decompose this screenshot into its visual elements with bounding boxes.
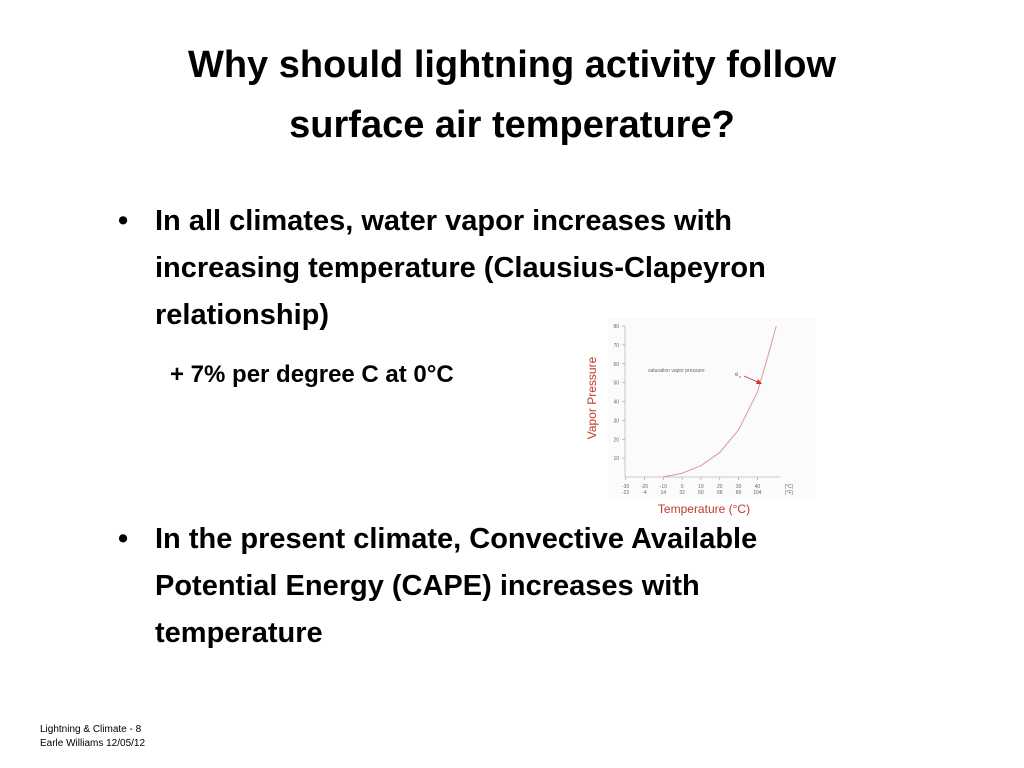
vapor-curve xyxy=(663,325,777,478)
bullet-text: In the present climate, Convective Avail… xyxy=(155,523,758,555)
y-tick-label: 80 xyxy=(613,324,619,330)
y-tick-label: 40 xyxy=(613,400,619,406)
x-tick-label-f: -4 xyxy=(642,490,647,496)
x-tick-label: 10 xyxy=(698,484,704,490)
slide-title: Why should lightning activity follow xyxy=(187,44,837,86)
slide-title: surface air temperature? xyxy=(289,104,735,146)
y-tick-label: 10 xyxy=(613,456,619,462)
x-tick-label: -10 xyxy=(660,484,667,490)
y-tick-label: 70 xyxy=(613,343,619,349)
footer-text: Lightning & Climate - 8 xyxy=(40,724,142,735)
bullet-dot: • xyxy=(118,205,129,237)
arrow-head xyxy=(756,379,762,384)
x-tick-label-f: 68 xyxy=(717,490,723,496)
bullet-text: In all climates, water vapor increases w… xyxy=(155,205,733,237)
y-tick-label: 30 xyxy=(613,418,619,424)
y-tick-label: 60 xyxy=(613,362,619,368)
bullet-text: increasing temperature (Clausius-Clapeyr… xyxy=(155,252,766,284)
x-tick-label-f: 32 xyxy=(679,490,685,496)
x-unit-f: (°F) xyxy=(785,490,794,496)
x-tick-label-f: 50 xyxy=(698,490,704,496)
annotation: e xyxy=(735,372,739,378)
bullet-text: Potential Energy (CAPE) increases with xyxy=(155,570,700,602)
y-axis-label: Vapor Pressure xyxy=(585,356,599,439)
bullet-text: relationship) xyxy=(155,299,330,331)
figure-background xyxy=(608,318,816,500)
x-tick-label: 30 xyxy=(736,484,742,490)
x-tick-label: -30 xyxy=(622,484,629,490)
x-tick-label-f: 86 xyxy=(736,490,742,496)
annotation-sub: s xyxy=(739,374,741,379)
x-tick-label-f: 104 xyxy=(753,490,762,496)
curve-label: saturation vapor pressure xyxy=(648,368,705,374)
x-unit: (°C) xyxy=(785,484,794,490)
x-tick-label: 0 xyxy=(681,484,684,490)
x-tick-label: -20 xyxy=(641,484,648,490)
footer-text: Earle Williams 12/05/12 xyxy=(40,738,146,749)
bullet-dot: • xyxy=(118,523,129,555)
x-tick-label: 20 xyxy=(717,484,723,490)
y-tick-label: 50 xyxy=(613,381,619,387)
sub-bullet: + 7% per degree C at 0°C xyxy=(170,361,454,388)
x-tick-label-f: -22 xyxy=(622,490,629,496)
y-tick-label: 20 xyxy=(613,437,619,443)
bullet-text: temperature xyxy=(155,617,323,649)
x-axis-label: Temperature (°C) xyxy=(658,502,750,516)
x-tick-label-f: 14 xyxy=(661,490,667,496)
x-tick-label: 40 xyxy=(755,484,761,490)
